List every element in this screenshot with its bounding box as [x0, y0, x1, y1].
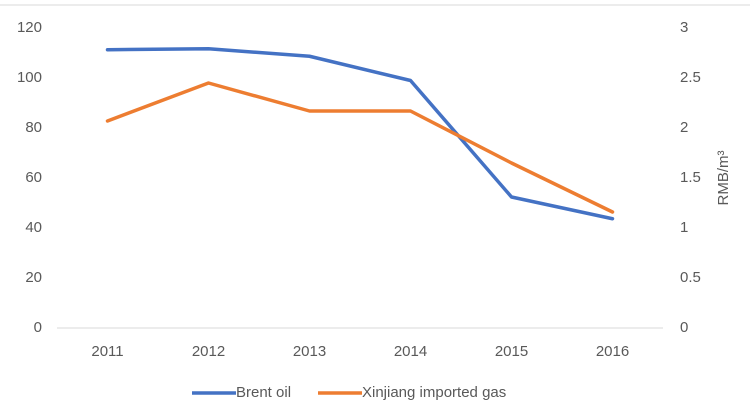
- legend-label: Brent oil: [236, 384, 291, 401]
- data-line: [105, 47, 615, 221]
- y2-axis-label: RMB/m³: [715, 151, 732, 206]
- x-tick-label: 2014: [394, 343, 427, 360]
- y-tick-label: 60: [25, 169, 42, 186]
- x-tick-label: 2011: [91, 343, 123, 360]
- x-tick-label: 2013: [293, 343, 326, 360]
- y-tick-label: 80: [25, 119, 42, 136]
- y-tick-label: 40: [25, 219, 42, 236]
- y2-tick-label: 1.5: [680, 169, 701, 186]
- data-line: [105, 81, 615, 214]
- y-tick-label: 0: [34, 319, 42, 336]
- y2-tick-label: 1: [680, 219, 688, 236]
- x-tick-label: 2012: [192, 343, 225, 360]
- y2-tick-label: 3: [680, 19, 688, 36]
- x-tick-label: 2015: [495, 343, 528, 360]
- y-tick-label: 100: [17, 69, 42, 86]
- y2-tick-label: 2.5: [680, 69, 701, 86]
- y-tick-label: 120: [17, 19, 42, 36]
- y2-tick-label: 2: [680, 119, 688, 136]
- y2-tick-label: 0.5: [680, 269, 701, 286]
- y-tick-label: 20: [25, 269, 42, 286]
- legend-label: Xinjiang imported gas: [362, 384, 506, 401]
- y2-tick-label: 0: [680, 319, 688, 336]
- x-tick-label: 2016: [596, 343, 629, 360]
